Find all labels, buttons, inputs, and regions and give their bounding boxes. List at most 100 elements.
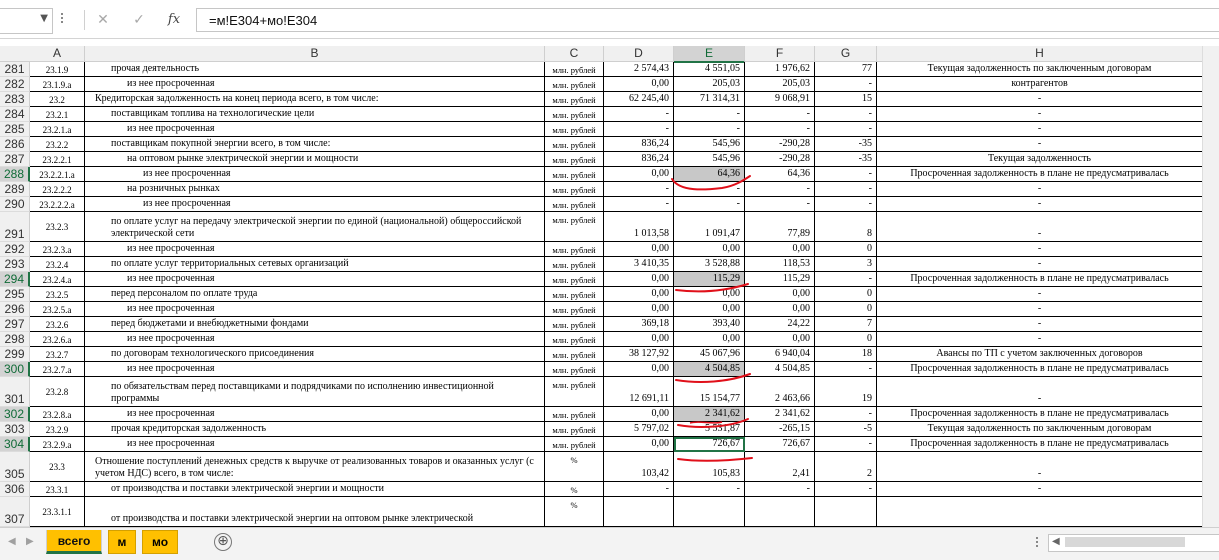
tab-scroll-right-icon[interactable]: ▶	[26, 536, 34, 547]
cell-code[interactable]: 23.3	[30, 452, 85, 482]
cell-plan[interactable]: 1 013,58	[604, 212, 674, 242]
column-header-B[interactable]: B	[85, 46, 545, 62]
cell-code[interactable]: 23.2.9.а	[30, 437, 85, 452]
cell-deviation[interactable]: 6 940,04	[745, 347, 815, 362]
cell-fact[interactable]: 545,96	[674, 152, 745, 167]
cell-code[interactable]: 23.2.3	[30, 212, 85, 242]
cell-unit[interactable]: млн. рублей	[545, 242, 604, 257]
cell-deviation-pct[interactable]: 0	[815, 242, 877, 257]
cell-fact[interactable]: 4 551,05	[674, 62, 745, 77]
cell-deviation-pct[interactable]: -	[815, 77, 877, 92]
cell-deviation-pct[interactable]: -	[815, 407, 877, 422]
cell-deviation[interactable]: -265,15	[745, 422, 815, 437]
cell-comment[interactable]: -	[877, 122, 1203, 137]
cell-comment[interactable]: Текущая задолженность по заключенным дог…	[877, 62, 1203, 77]
cell-fact[interactable]: 5 531,87	[674, 422, 745, 437]
row-header[interactable]: 302	[0, 407, 30, 422]
cell-code[interactable]: 23.1.9	[30, 62, 85, 77]
row-header[interactable]: 281	[0, 62, 30, 77]
cell-unit[interactable]: млн. рублей	[545, 347, 604, 362]
insert-function-icon[interactable]: fx	[167, 12, 181, 27]
cell-deviation[interactable]: 726,67	[745, 437, 815, 452]
cell-indicator[interactable]: из нее просроченная	[85, 197, 545, 212]
cell-code[interactable]: 23.2.4.а	[30, 272, 85, 287]
cell-deviation[interactable]: 118,53	[745, 257, 815, 272]
cell-plan[interactable]: 12 691,11	[604, 377, 674, 407]
row-header[interactable]: 286	[0, 137, 30, 152]
cell-fact[interactable]	[674, 497, 745, 527]
sheet-tab-1[interactable]: всего	[46, 530, 102, 554]
cell-unit[interactable]: млн. рублей	[545, 212, 604, 242]
cell-unit[interactable]: млн. рублей	[545, 437, 604, 452]
cell-code[interactable]: 23.2.3.а	[30, 242, 85, 257]
cell-plan[interactable]: 836,24	[604, 137, 674, 152]
cell-plan[interactable]: 103,42	[604, 452, 674, 482]
cell-deviation-pct[interactable]: 19	[815, 377, 877, 407]
cell-plan[interactable]: 0,00	[604, 272, 674, 287]
cell-plan[interactable]: 3 410,35	[604, 257, 674, 272]
horizontal-scrollbar[interactable]: ◀	[1048, 534, 1219, 552]
cell-unit[interactable]: млн. рублей	[545, 377, 604, 407]
cell-comment[interactable]: -	[877, 212, 1203, 242]
cell-unit[interactable]: млн. рублей	[545, 92, 604, 107]
cell-comment[interactable]: -	[877, 197, 1203, 212]
cell-plan[interactable]: 369,18	[604, 317, 674, 332]
cell-deviation[interactable]: 205,03	[745, 77, 815, 92]
cell-indicator[interactable]: из нее просроченная	[85, 242, 545, 257]
cell-fact[interactable]: -	[674, 122, 745, 137]
cell-deviation-pct[interactable]: -35	[815, 152, 877, 167]
cell-deviation[interactable]	[745, 497, 815, 527]
cell-comment[interactable]: Просроченная задолженность в плане не пр…	[877, 362, 1203, 377]
cell-fact[interactable]: 2 341,62	[674, 407, 745, 422]
cell-deviation[interactable]: 4 504,85	[745, 362, 815, 377]
cell-deviation-pct[interactable]: -35	[815, 137, 877, 152]
row-header[interactable]: 283	[0, 92, 30, 107]
cell-deviation[interactable]: 64,36	[745, 167, 815, 182]
enter-icon[interactable]: ✓	[133, 12, 145, 28]
row-header[interactable]: 294	[0, 272, 30, 287]
cell-code[interactable]: 23.2.8.а	[30, 407, 85, 422]
row-header[interactable]: 306	[0, 482, 30, 497]
cell-fact[interactable]: 1 091,47	[674, 212, 745, 242]
scroll-left-icon[interactable]: ◀	[1052, 536, 1060, 547]
cell-comment[interactable]: -	[877, 452, 1203, 482]
cell-unit[interactable]: млн. рублей	[545, 197, 604, 212]
cell-code[interactable]: 23.2	[30, 92, 85, 107]
column-header-C[interactable]: C	[545, 46, 604, 62]
cell-plan[interactable]	[604, 497, 674, 527]
row-header[interactable]: 290	[0, 197, 30, 212]
cell-indicator[interactable]: перед персоналом по оплате труда	[85, 287, 545, 302]
cancel-icon[interactable]: ✕	[97, 12, 109, 28]
cell-indicator[interactable]: из нее просроченная	[85, 122, 545, 137]
cell-comment[interactable]: Просроченная задолженность в плане не пр…	[877, 437, 1203, 452]
row-header[interactable]: 282	[0, 77, 30, 92]
cell-deviation[interactable]: -290,28	[745, 137, 815, 152]
cell-deviation-pct[interactable]: 2	[815, 452, 877, 482]
cell-deviation-pct[interactable]: -	[815, 272, 877, 287]
cell-plan[interactable]: 38 127,92	[604, 347, 674, 362]
cell-unit[interactable]: млн. рублей	[545, 302, 604, 317]
cell-comment[interactable]: -	[877, 377, 1203, 407]
cell-indicator[interactable]: из нее просроченная	[85, 407, 545, 422]
cell-unit[interactable]: млн. рублей	[545, 182, 604, 197]
cell-comment[interactable]: -	[877, 482, 1203, 497]
cell-fact[interactable]: 4 504,85	[674, 362, 745, 377]
cell-code[interactable]: 23.3.1.1	[30, 497, 85, 527]
cell-unit[interactable]: %	[545, 452, 604, 482]
cell-comment[interactable]: -	[877, 242, 1203, 257]
cell-plan[interactable]: -	[604, 482, 674, 497]
cell-unit[interactable]: млн. рублей	[545, 362, 604, 377]
cell-indicator[interactable]: прочая кредиторская задолженность	[85, 422, 545, 437]
cell-deviation-pct[interactable]	[815, 497, 877, 527]
cell-deviation[interactable]: 0,00	[745, 332, 815, 347]
cell-unit[interactable]: млн. рублей	[545, 137, 604, 152]
cell-unit[interactable]: млн. рублей	[545, 122, 604, 137]
cell-unit[interactable]: %	[545, 497, 604, 527]
cell-code[interactable]: 23.2.1.а	[30, 122, 85, 137]
cell-indicator[interactable]: прочая деятельность	[85, 62, 545, 77]
cell-plan[interactable]: -	[604, 122, 674, 137]
cell-plan[interactable]: 5 797,02	[604, 422, 674, 437]
cell-fact[interactable]: 393,40	[674, 317, 745, 332]
cell-plan[interactable]: -	[604, 182, 674, 197]
row-header[interactable]: 296	[0, 302, 30, 317]
